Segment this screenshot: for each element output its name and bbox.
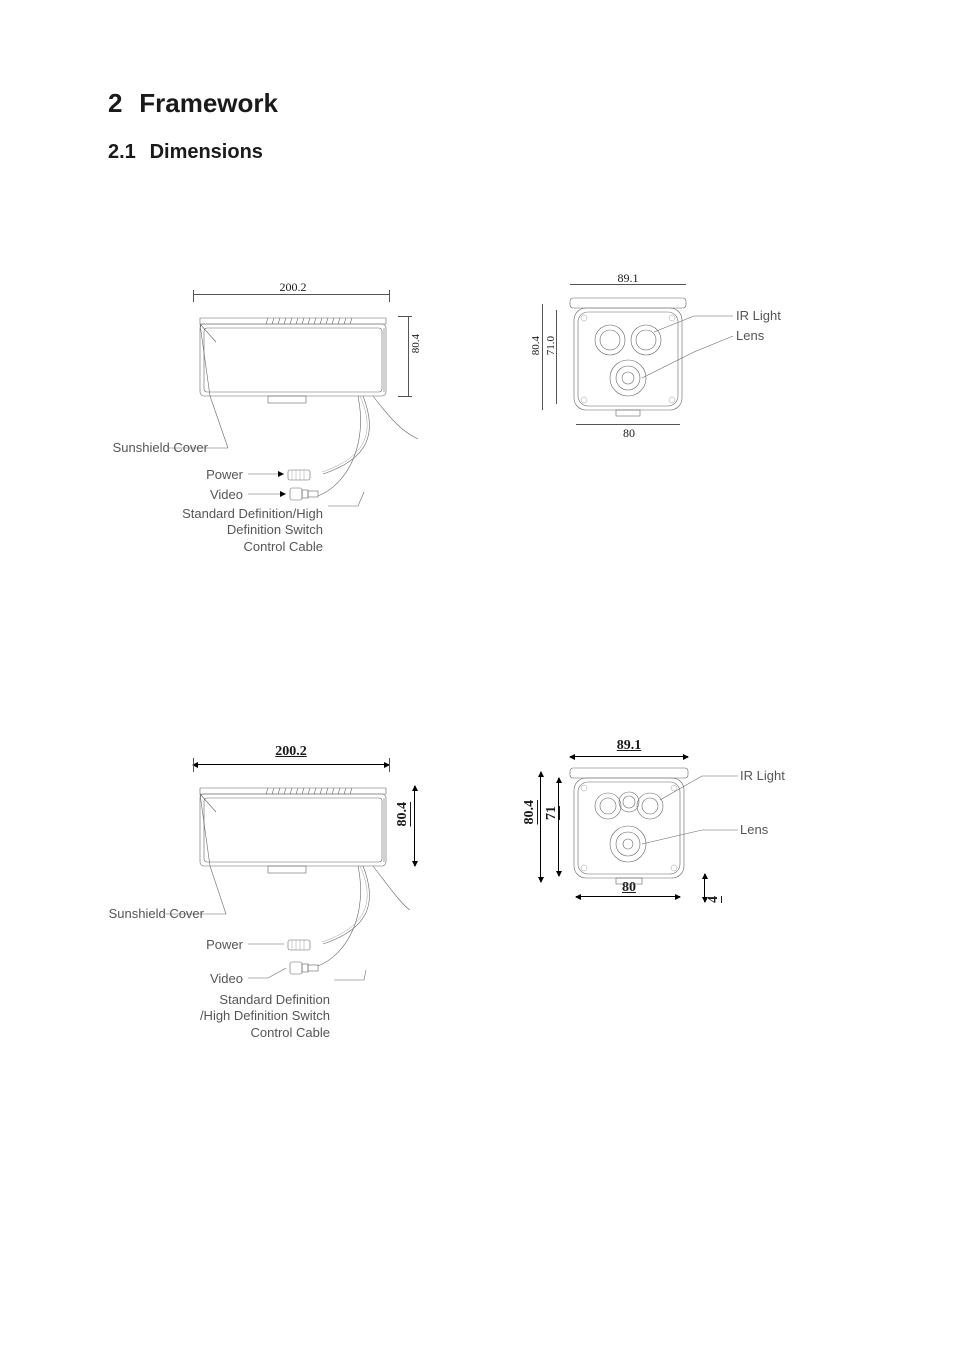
h2-text: Dimensions <box>150 141 263 163</box>
label-switch: Standard Definition/High Definition Swit… <box>88 506 323 555</box>
figure-1: 200.2 80.4 <box>108 274 858 574</box>
label-switch-l2: Definition Switch <box>227 522 323 537</box>
figure-2: 200.2 80.4 <box>108 744 858 1044</box>
label-sunshield: Sunshield Cover <box>74 906 204 922</box>
label-lens: Lens <box>736 328 764 344</box>
label-switch-l1: Standard Definition <box>219 992 330 1007</box>
fig2-front-view: 89.1 80.4 71 80 4 <box>518 744 808 944</box>
h1-text: Framework <box>139 88 278 118</box>
label-switch-l3: Control Cable <box>244 539 324 554</box>
label-video: Video <box>148 487 243 503</box>
label-switch-l2: /High Definition Switch <box>200 1008 330 1023</box>
camera-front-svg <box>518 274 808 474</box>
h1-number: 2 <box>108 88 132 119</box>
label-power: Power <box>148 467 243 483</box>
label-video: Video <box>148 971 243 987</box>
label-switch-l3: Control Cable <box>251 1025 331 1040</box>
fig1-front-view: 89.1 80.4 71.0 80 <box>518 274 808 474</box>
label-lens: Lens <box>740 822 768 838</box>
label-switch: Standard Definition /High Definition Swi… <box>78 992 330 1041</box>
label-switch-l1: Standard Definition/High <box>182 506 323 521</box>
label-sunshield: Sunshield Cover <box>78 440 208 456</box>
fig2-side-view: 200.2 80.4 <box>108 744 478 1044</box>
heading-1: 2 Framework <box>108 88 858 119</box>
label-power: Power <box>148 937 243 953</box>
fig1-side-view: 200.2 80.4 <box>108 274 478 574</box>
page: 2 Framework 2.1 Dimensions 200.2 80.4 <box>0 0 954 1104</box>
label-ir: IR Light <box>740 768 785 784</box>
heading-2: 2.1 Dimensions <box>108 141 858 164</box>
label-ir: IR Light <box>736 308 781 324</box>
h2-number: 2.1 <box>108 141 144 164</box>
